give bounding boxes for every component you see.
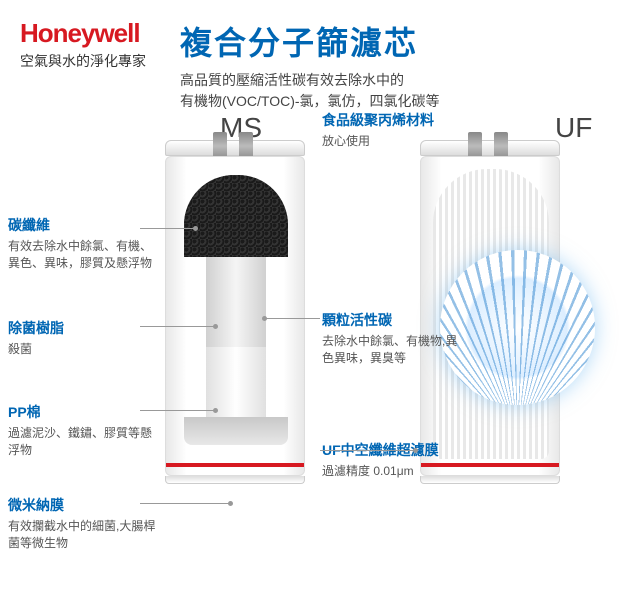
leader-line (265, 318, 320, 319)
callout-desc: 去除水中餘氯、有機物,異色異味，異臭等 (322, 333, 467, 367)
callout-title: PP棉 (8, 402, 158, 422)
callout-pp: PP棉 過濾泥沙、鐵鏽、膠質等懸浮物 (8, 402, 158, 459)
ms-layer-pp (206, 347, 266, 417)
callout-desc: 殺菌 (8, 341, 158, 358)
callout-foodgrade: 食品級聚丙烯材料 放心使用 (322, 110, 467, 150)
ms-red-ring (166, 463, 304, 467)
ms-layer-resin (206, 257, 266, 347)
ms-body (165, 156, 305, 476)
leader-line (140, 503, 230, 504)
ms-cutaway (184, 175, 288, 445)
callout-desc: 過濾精度 0.01μm (322, 463, 467, 480)
callout-uf-membrane: UF中空纖維超濾膜 過濾精度 0.01μm (322, 440, 467, 480)
callout-granular: 顆粒活性碳 去除水中餘氯、有機物,異色異味，異臭等 (322, 310, 467, 367)
leader-line (140, 410, 215, 411)
title-block: 複合分子篩濾芯 高品質的壓縮活性碳有效去除水中的 有機物(VOC/TOC)-氯，… (180, 18, 440, 112)
uf-label: UF (555, 112, 592, 144)
ms-layer-nano (184, 417, 288, 445)
subtitle-line2: 有機物(VOC/TOC)-氯，氯仿，四氯化碳等 (180, 93, 440, 109)
callout-desc: 放心使用 (322, 133, 467, 150)
filters-diagram: MS UF 碳纖維 (0, 120, 636, 600)
ms-layer-carbon (184, 175, 288, 257)
leader-line (140, 326, 215, 327)
leader-line (140, 228, 195, 229)
callout-resin: 除菌樹脂 殺菌 (8, 318, 158, 358)
callout-nano: 微米納膜 有效攔截水中的細菌,大腸桿菌等微生物 (8, 495, 158, 552)
leader-line (320, 450, 415, 451)
filter-ms (165, 140, 305, 500)
callout-desc: 有效攔截水中的細菌,大腸桿菌等微生物 (8, 518, 158, 552)
callout-desc: 過濾泥沙、鐵鏽、膠質等懸浮物 (8, 425, 158, 459)
callout-title: 顆粒活性碳 (322, 310, 467, 330)
main-title: 複合分子篩濾芯 (180, 18, 440, 64)
callout-title: 微米納膜 (8, 495, 158, 515)
callout-title: 除菌樹脂 (8, 318, 158, 338)
subtitle-line1: 高品質的壓縮活性碳有效去除水中的 (180, 72, 404, 88)
callout-carbon: 碳纖維 有效去除水中餘氯、有機、異色、異味，膠質及懸浮物 (8, 215, 158, 272)
callout-desc: 有效去除水中餘氯、有機、異色、異味，膠質及懸浮物 (8, 238, 158, 272)
subtitle: 高品質的壓縮活性碳有效去除水中的 有機物(VOC/TOC)-氯，氯仿，四氯化碳等 (180, 70, 440, 112)
callout-title: 食品級聚丙烯材料 (322, 110, 467, 130)
callout-title: 碳纖維 (8, 215, 158, 235)
